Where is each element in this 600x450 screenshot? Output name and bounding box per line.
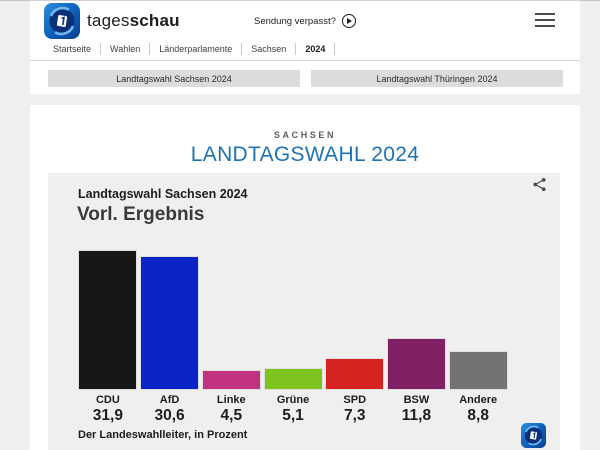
chart-title: Vorl. Ergebnis <box>77 204 205 225</box>
bar-column-spd: SPD 7,3 <box>324 248 386 425</box>
bar-label-linke: Linke <box>216 394 246 406</box>
bar-value-cdu: 31,9 <box>92 407 123 424</box>
breadcrumb-sachsen[interactable]: Sachsen <box>242 43 297 55</box>
bar-column-bsw: BSW 11,8 <box>386 248 448 425</box>
bar-value-linke: 4,5 <box>220 407 243 424</box>
bar-value-afd: 30,6 <box>154 407 185 424</box>
bar-andere <box>448 351 508 390</box>
sendung-verpasst-link[interactable]: Sendung verpasst? <box>254 12 356 30</box>
breadcrumb: Startseite Wahlen Länderparlamente Sachs… <box>44 43 336 55</box>
bar-label-grüne: Grüne <box>276 394 310 406</box>
bar-column-afd: AfD 30,6 <box>139 248 201 425</box>
bar-column-linke: Linke 4,5 <box>200 248 262 425</box>
breadcrumb-laenderparlamente[interactable]: Länderparlamente <box>150 43 243 55</box>
bar-value-bsw: 11,8 <box>401 407 432 424</box>
tagesschau-watermark-icon <box>521 423 546 448</box>
bar-label-spd: SPD <box>343 394 367 406</box>
bar-label-andere: Andere <box>459 394 498 406</box>
results-chart-card: Landtagswahl Sachsen 2024 Vorl. Ergebnis… <box>48 173 560 450</box>
bar-label-afd: AfD <box>159 394 180 406</box>
bar-value-grüne: 5,1 <box>282 407 304 424</box>
tagesschau-logo-icon <box>44 3 80 39</box>
page-title: LANDTAGSWAHL 2024 <box>190 143 420 166</box>
main-content: SACHSEN LANDTAGSWAHL 2024 Landtagswahl S… <box>30 105 580 450</box>
bar-column-andere: Andere 8,8 <box>447 248 509 425</box>
menu-icon[interactable] <box>535 13 555 27</box>
bar-afd <box>140 256 200 390</box>
tagesschau-home-link[interactable]: tagesschau <box>44 3 180 39</box>
breadcrumb-startseite[interactable]: Startseite <box>44 43 102 55</box>
bar-bsw <box>386 338 446 390</box>
share-icon[interactable] <box>532 177 547 192</box>
bar-column-cdu: CDU 31,9 <box>77 248 139 425</box>
tab-landtagswahl-sachsen[interactable]: Landtagswahl Sachsen 2024 <box>48 70 300 87</box>
bar-spd <box>325 358 385 390</box>
breadcrumb-wahlen[interactable]: Wahlen <box>101 43 151 55</box>
bar-cdu <box>78 250 138 390</box>
header: tagesschau Sendung verpasst? Startseite … <box>30 0 580 94</box>
header-divider <box>30 60 580 61</box>
play-icon[interactable] <box>341 14 356 28</box>
tab-landtagswahl-thueringen[interactable]: Landtagswahl Thüringen 2024 <box>311 70 563 87</box>
bar-value-spd: 7,3 <box>343 407 366 424</box>
sendung-verpasst-label: Sendung verpasst? <box>254 15 336 27</box>
bar-chart: CDU 31,9 AfD 30,6 Linke 4,5 Grüne 5,1 SPD 7,3 BSW 1… <box>77 248 509 425</box>
bar-label-cdu: CDU <box>95 394 120 406</box>
region-kicker: SACHSEN <box>273 130 337 140</box>
bar-value-andere: 8,8 <box>467 407 489 424</box>
window-top-edge <box>0 0 600 1</box>
bar-linke <box>201 370 261 390</box>
breadcrumb-2024[interactable]: 2024 <box>296 43 336 55</box>
bar-label-bsw: BSW <box>403 394 430 406</box>
chart-subtitle: Landtagswahl Sachsen 2024 <box>78 187 248 201</box>
chart-source: Der Landeswahlleiter, in Prozent <box>78 429 248 441</box>
bar-grüne <box>263 368 323 390</box>
bar-column-grüne: Grüne 5,1 <box>262 248 324 425</box>
brand-wordmark: tagesschau <box>87 11 180 30</box>
